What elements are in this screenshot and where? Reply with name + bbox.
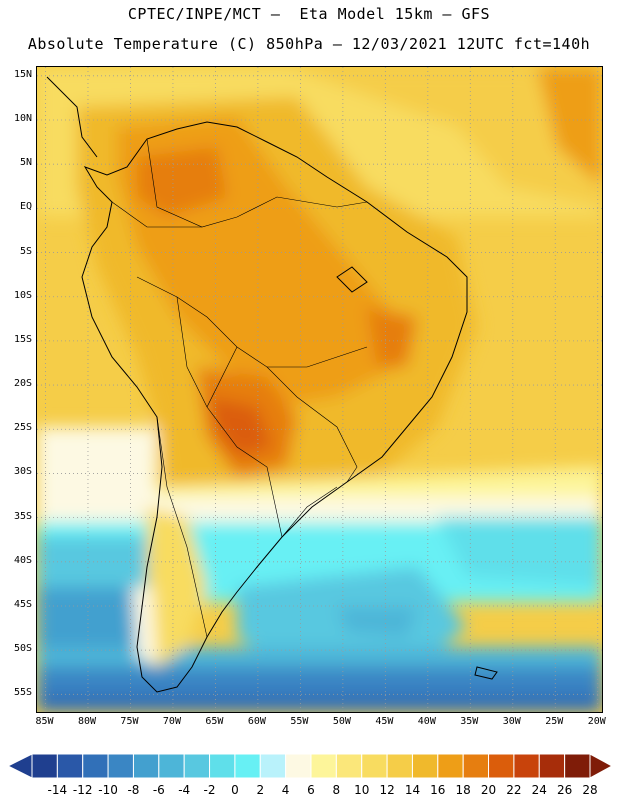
- longitude-label: 20W: [587, 716, 606, 727]
- latitude-label: 40S: [13, 554, 32, 566]
- longitude-label: 25W: [545, 716, 564, 727]
- latitude-label: 15N: [13, 68, 32, 80]
- legend-arrow-high: [589, 753, 614, 779]
- legend-label: -12: [72, 783, 93, 797]
- legend-label: 12: [379, 783, 395, 797]
- legend-swatch: [285, 753, 312, 779]
- legend-label: 22: [506, 783, 522, 797]
- legend-label: 16: [430, 783, 446, 797]
- legend-swatch: [82, 753, 109, 779]
- longitude-label: 30W: [502, 716, 521, 727]
- title-line-2: Absolute Temperature (C) 850hPa — 12/03/…: [27, 35, 591, 53]
- longitude-label: 35W: [460, 716, 479, 727]
- legend-swatch: [462, 753, 490, 779]
- longitude-label: 60W: [247, 716, 266, 727]
- legend-swatch: [538, 753, 566, 779]
- legend-swatch: [107, 753, 134, 779]
- legend-swatch: [335, 753, 363, 779]
- latitude-label: 5S: [19, 245, 32, 257]
- map-frame: [36, 66, 603, 713]
- color-legend: [6, 753, 614, 779]
- legend-label: 26: [556, 783, 573, 797]
- legend-label: 2: [256, 783, 265, 797]
- temperature-map: [37, 67, 602, 712]
- longitude-label: 65W: [205, 716, 224, 727]
- longitude-label: 55W: [290, 716, 309, 727]
- legend-swatch: [310, 753, 337, 779]
- legend-swatch: [132, 753, 160, 779]
- latitude-label: 45S: [13, 598, 32, 610]
- legend-swatch: [259, 753, 287, 779]
- longitude-label: 80W: [77, 716, 96, 727]
- legend-swatch: [361, 753, 388, 779]
- legend-swatch: [386, 753, 413, 779]
- legend-swatch: [564, 753, 591, 779]
- legend-label: 20: [480, 783, 497, 797]
- legend-label: -2: [203, 783, 216, 797]
- latitude-label: 35S: [13, 510, 32, 522]
- coastlines: [46, 76, 498, 693]
- legend-label: -10: [98, 783, 118, 797]
- country-borders: [111, 138, 368, 638]
- legend-boxes: [6, 753, 614, 779]
- legend-arrow-low: [6, 753, 33, 779]
- latitude-label: 15S: [13, 333, 32, 345]
- legend-label: -6: [152, 783, 165, 797]
- legend-swatch: [513, 753, 540, 779]
- longitude-label: 75W: [120, 716, 139, 727]
- legend-swatch: [209, 753, 236, 779]
- field-shading: [37, 67, 602, 712]
- longitude-label: 70W: [162, 716, 181, 727]
- latitude-label: 10S: [13, 289, 32, 301]
- legend-label: -8: [127, 783, 140, 797]
- legend-label: 18: [455, 783, 471, 797]
- latitude-label: 5N: [19, 157, 32, 169]
- longitude-label: 45W: [375, 716, 394, 727]
- legend-label: -4: [178, 783, 191, 797]
- latitude-label: 20S: [13, 378, 32, 390]
- legend-label: 28: [582, 783, 598, 797]
- legend-swatch: [234, 753, 261, 779]
- longitude-label: 50W: [332, 716, 351, 727]
- legend-label: 10: [354, 783, 370, 797]
- legend-label: 0: [231, 783, 239, 797]
- legend-swatch: [488, 753, 515, 779]
- latitude-label: 55S: [13, 687, 32, 699]
- latitude-label: EQ: [19, 201, 32, 213]
- legend-label: 6: [307, 783, 315, 797]
- legend-swatch: [31, 753, 58, 779]
- legend-label: 14: [404, 783, 421, 797]
- latitude-label: 10N: [13, 113, 32, 124]
- legend-swatch: [56, 753, 84, 779]
- legend-swatch: [158, 753, 185, 779]
- legend-swatch: [411, 753, 439, 779]
- legend-label: -14: [47, 783, 68, 797]
- longitude-label: 40W: [417, 716, 436, 727]
- latitude-label: 25S: [13, 422, 32, 434]
- legend-label: 8: [332, 783, 341, 797]
- longitude-label: 85W: [35, 716, 54, 727]
- title-line-1: CPTEC/INPE/MCT — Eta Model 15km — GFS: [127, 5, 491, 23]
- latitude-label: 50S: [13, 643, 32, 655]
- legend-label: 4: [281, 783, 290, 797]
- legend-swatch: [437, 753, 464, 779]
- legend-swatch: [183, 753, 211, 779]
- legend-label: 24: [531, 783, 547, 797]
- latitude-label: 30S: [13, 466, 32, 478]
